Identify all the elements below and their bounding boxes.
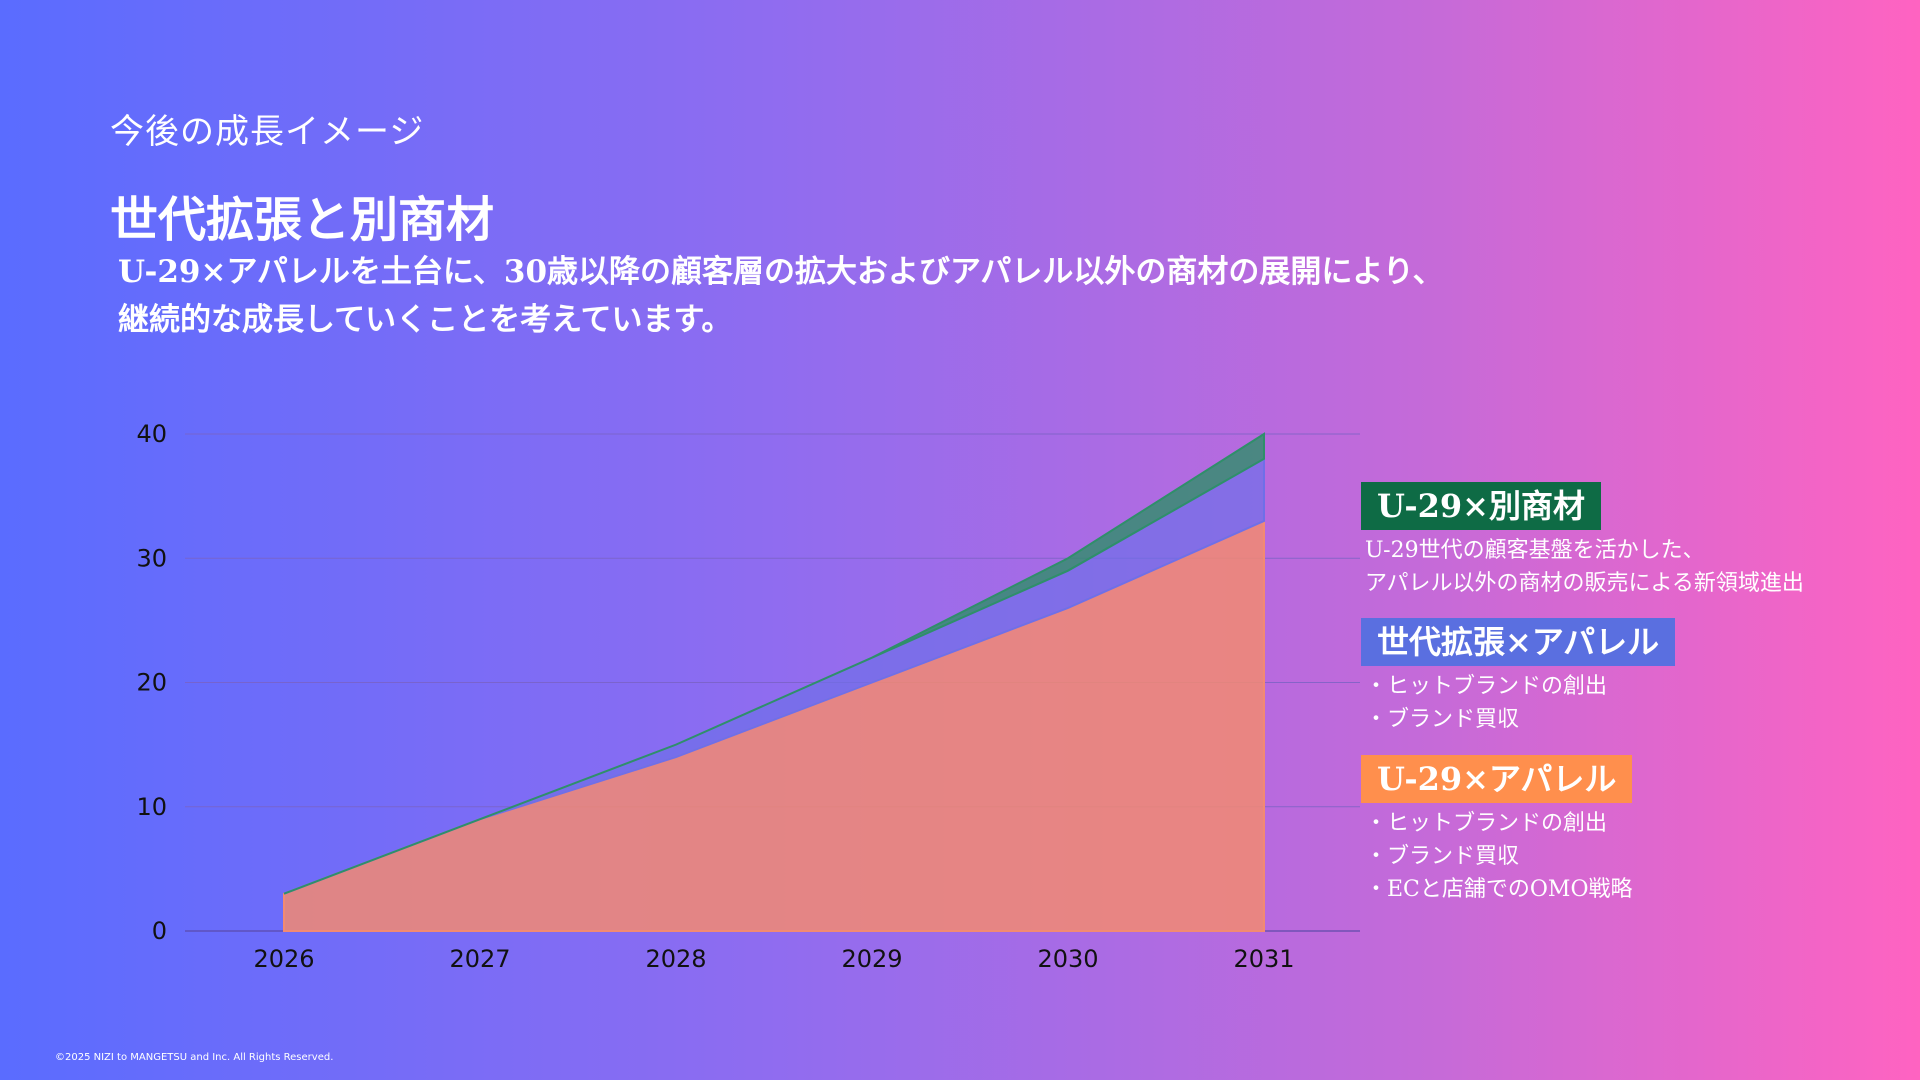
y-tick-label: 20	[136, 669, 167, 697]
legend-tag: 世代拡張×アパレル	[1361, 618, 1676, 666]
legend-desc: ・ヒットブランドの創出 ・ブランド買収	[1361, 670, 1675, 736]
legend-desc-line: U-29世代の顧客基盤を活かした、	[1365, 538, 1705, 563]
eyebrow-title: 今後の成長イメージ	[110, 112, 425, 152]
legend-desc-line: ・ECと店舗でのOMO戦略	[1365, 877, 1633, 902]
lead-line-2: 継続的な成長していくことを考えています。	[118, 302, 733, 338]
copyright-footer: ©2025 NIZI to MANGETSU and Inc. All Righ…	[55, 1052, 334, 1063]
page-title: 世代拡張と別商材	[110, 192, 495, 248]
y-tick-label: 30	[136, 544, 167, 572]
x-tick-label: 2028	[645, 945, 706, 973]
x-tick-label: 2027	[449, 945, 510, 973]
legend-desc: U-29世代の顧客基盤を活かした、 アパレル以外の商材の販売による新領域進出	[1361, 534, 1804, 600]
y-tick-label: 40	[136, 420, 167, 448]
x-tick-label: 2029	[841, 945, 902, 973]
legend-desc-line: ・ヒットブランドの創出	[1365, 811, 1608, 836]
x-tick-label: 2030	[1037, 945, 1098, 973]
legend-desc-line: ・ヒットブランドの創出	[1365, 674, 1608, 699]
legend-desc-line: アパレル以外の商材の販売による新領域進出	[1365, 571, 1804, 596]
legend-item-generation-expansion: 世代拡張×アパレル ・ヒットブランドの創出 ・ブランド買収	[1361, 618, 1676, 736]
legend-desc-line: ・ブランド買収	[1365, 707, 1520, 732]
y-tick-label: 10	[136, 793, 167, 821]
x-tick-label: 2031	[1233, 945, 1294, 973]
x-tick-label: 2026	[253, 945, 314, 973]
lead-line-1: U-29×アパレルを土台に、30歳以降の顧客層の拡大およびアパレル以外の商材の展…	[118, 254, 1444, 290]
lead-text: U-29×アパレルを土台に、30歳以降の顧客層の拡大およびアパレル以外の商材の展…	[118, 248, 1618, 344]
legend-item-u29-other-goods: U-29×別商材 U-29世代の顧客基盤を活かした、 アパレル以外の商材の販売に…	[1361, 482, 1804, 600]
legend-desc-line: ・ブランド買収	[1365, 844, 1520, 869]
legend-item-u29-apparel: U-29×アパレル ・ヒットブランドの創出 ・ブランド買収 ・ECと店舗でのOM…	[1361, 755, 1633, 906]
y-tick-label: 0	[152, 917, 167, 945]
legend-desc: ・ヒットブランドの創出 ・ブランド買収 ・ECと店舗でのOMO戦略	[1361, 807, 1633, 906]
area-series-3	[283, 432, 1265, 895]
legend-tag: U-29×別商材	[1361, 482, 1601, 530]
legend-tag: U-29×アパレル	[1361, 755, 1633, 803]
